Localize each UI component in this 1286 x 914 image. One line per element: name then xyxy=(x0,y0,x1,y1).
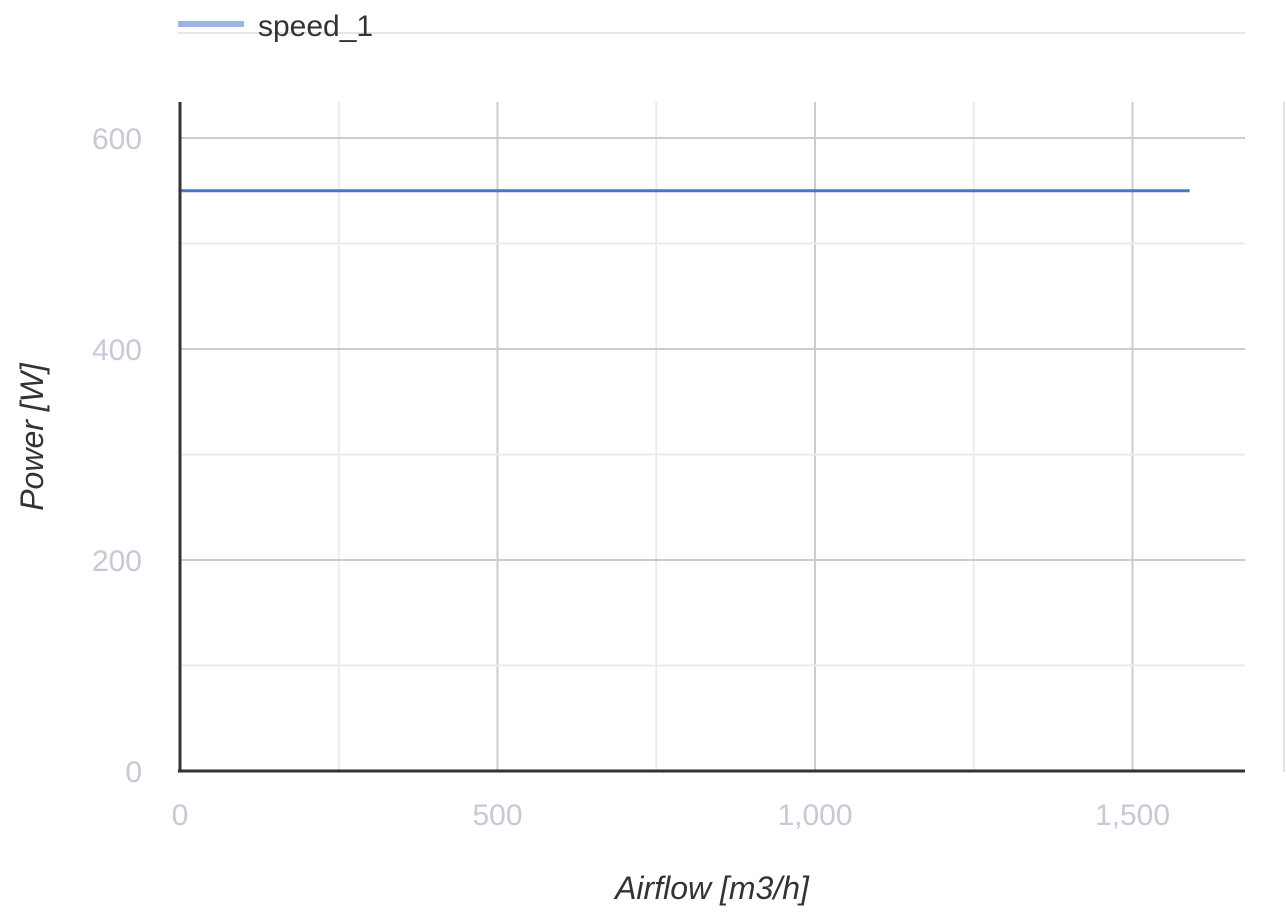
grid xyxy=(180,102,1245,771)
x-axis-title: Airflow [m3/h] xyxy=(613,870,810,906)
y-tick-label: 400 xyxy=(92,334,142,367)
y-axis-title: Power [W] xyxy=(14,362,50,511)
axes xyxy=(178,102,1245,773)
legend: speed_1 xyxy=(178,10,1245,43)
x-tick-label: 0 xyxy=(172,799,189,832)
legend-label-speed-1: speed_1 xyxy=(258,10,373,43)
x-tick-label: 1,000 xyxy=(777,799,852,832)
tick-labels: 0 500 1,000 1,500 0 200 400 600 xyxy=(92,123,1170,832)
x-tick-label: 500 xyxy=(472,799,522,832)
y-tick-label: 600 xyxy=(92,123,142,156)
y-tick-label: 0 xyxy=(125,756,142,789)
x-tick-label: 1,500 xyxy=(1095,799,1170,832)
y-tick-label: 200 xyxy=(92,545,142,578)
